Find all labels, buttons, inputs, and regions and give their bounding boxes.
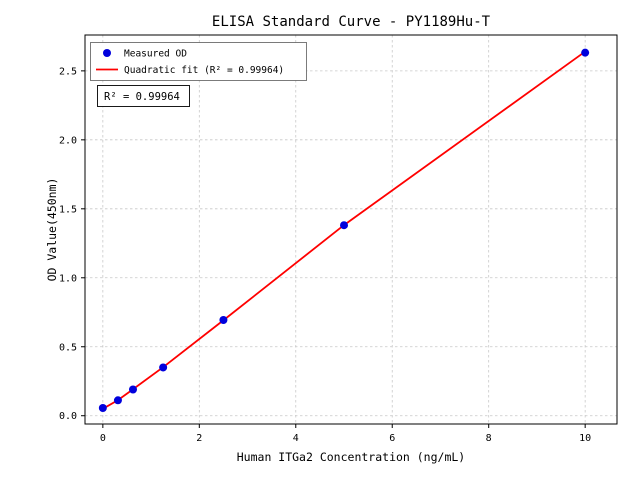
y-tick-label: 0.5 [59, 342, 77, 353]
x-tick-label: 2 [196, 433, 202, 444]
data-point [128, 385, 137, 394]
legend-label-measured-od: Measured OD [124, 49, 187, 60]
legend-marker-measured-od [103, 49, 111, 57]
data-point [340, 221, 349, 230]
r-squared-annotation-text: R² = 0.99964 [104, 91, 180, 103]
y-tick-label: 1.0 [59, 273, 77, 284]
data-point [98, 403, 107, 412]
y-tick-label: 2.5 [59, 66, 77, 77]
axis-ticks [81, 70, 586, 428]
x-tick-label: 6 [389, 433, 395, 444]
y-tick-label: 2.0 [59, 135, 77, 146]
y-tick-label: 1.5 [59, 204, 77, 215]
x-tick-label: 10 [579, 433, 591, 444]
x-axis-label: Human ITGa2 Concentration (ng/mL) [237, 450, 465, 464]
x-tick-label: 0 [100, 433, 106, 444]
x-tick-label: 8 [486, 433, 492, 444]
legend-border [90, 42, 307, 81]
tick-labels: 0 2 4 6 8 10 0.0 0.5 1.0 1.5 2.0 2.5 [59, 66, 591, 444]
data-point [581, 48, 590, 57]
legend: Measured OD Quadratic fit (R² = 0.99964) [90, 42, 307, 81]
grid-lines [85, 35, 617, 424]
y-axis-label: OD Value(450nm) [45, 178, 59, 282]
measured-points [98, 48, 590, 412]
chart-title: ELISA Standard Curve - PY1189Hu-T [212, 14, 491, 30]
plot-border [84, 34, 618, 425]
legend-label-quadratic-fit: Quadratic fit (R² = 0.99964) [124, 65, 284, 76]
data-point [113, 396, 122, 405]
data-point [159, 363, 168, 372]
y-tick-label: 0.0 [59, 411, 77, 422]
data-point [219, 315, 228, 324]
r-squared-annotation: R² = 0.99964 [97, 85, 190, 107]
r-squared-annotation-box [97, 85, 190, 107]
x-tick-label: 4 [293, 433, 299, 444]
